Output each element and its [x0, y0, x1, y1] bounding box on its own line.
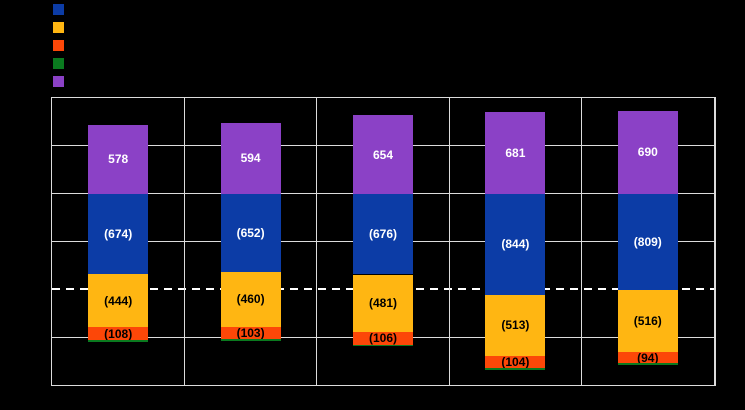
- bar-value-label: (444): [104, 293, 133, 308]
- legend-series-orange-swatch-icon: [53, 40, 64, 51]
- legend-series-purple-swatch-icon: [53, 76, 64, 87]
- category-separator-line: [448, 98, 450, 385]
- bar-value-label: (481): [368, 296, 397, 311]
- bar-segment-orange: (94): [617, 350, 678, 365]
- bar-segment-purple: 578: [88, 124, 149, 194]
- bar-value-label: (103): [236, 325, 265, 340]
- bar-segment-amber: (444): [88, 274, 149, 328]
- bar-value-label: (809): [633, 235, 662, 250]
- bar-value-label: 594: [240, 151, 261, 166]
- bar-value-label: 690: [637, 145, 658, 160]
- bar-value-label: 681: [505, 145, 526, 160]
- bar-value-label: (106): [368, 331, 397, 346]
- bar-segment-amber: (513): [485, 294, 546, 356]
- legend-series-green-swatch-icon: [53, 58, 64, 69]
- bar-segment-orange: (103): [220, 325, 281, 340]
- bar-value-label: (94): [637, 350, 659, 365]
- legend-item: [53, 76, 70, 87]
- bar-segment-blue: (844): [485, 193, 546, 295]
- bar-segment-amber: (481): [353, 274, 413, 333]
- bar-segment-green: [617, 363, 678, 366]
- bar-segment-green: [353, 344, 413, 347]
- bar-segment-green: [485, 368, 546, 371]
- bar-group-5: 690 (809) (516) (94): [617, 98, 678, 385]
- legend-item: [53, 4, 70, 15]
- bar-value-label: (676): [368, 227, 397, 242]
- bar-segment-orange: (106): [353, 332, 413, 345]
- plot-area: 578 (674) (444) (108) 594 (652) (460) (103) 654 (…: [51, 97, 716, 386]
- bar-segment-amber: (516): [617, 290, 678, 353]
- bar-segment-green: [88, 340, 149, 343]
- bar-value-label: 654: [372, 147, 394, 162]
- bar-segment-purple: 654: [353, 115, 413, 194]
- bar-segment-purple: 690: [617, 111, 678, 194]
- bar-segment-amber: (460): [220, 271, 281, 327]
- bar-value-label: (516): [633, 314, 662, 329]
- legend-series-blue-swatch-icon: [53, 4, 64, 15]
- bar-segment-blue: (674): [88, 193, 149, 275]
- bar-segment-blue: (809): [617, 193, 678, 291]
- bar-value-label: (513): [501, 318, 530, 333]
- legend-item: [53, 58, 70, 69]
- legend: [53, 4, 70, 87]
- category-separator-line: [316, 98, 318, 385]
- bar-segment-blue: (652): [220, 193, 281, 272]
- bar-group-2: 594 (652) (460) (103): [220, 98, 281, 385]
- bar-segment-orange: (108): [88, 326, 149, 341]
- bar-segment-green: [220, 338, 281, 341]
- bar-value-label: (104): [501, 355, 530, 370]
- category-separator-line: [183, 98, 185, 385]
- bar-value-label: (844): [501, 237, 530, 252]
- bar-segment-orange: (104): [485, 355, 546, 370]
- bar-segment-purple: 681: [485, 112, 546, 194]
- bar-value-label: (460): [236, 292, 265, 307]
- bar-segment-purple: 594: [220, 122, 281, 194]
- bar-group-4: 681 (844) (513) (104): [485, 98, 546, 385]
- legend-item: [53, 22, 70, 33]
- bar-value-label: (108): [104, 326, 133, 341]
- bar-value-label: 578: [108, 152, 129, 167]
- bar-value-label: (652): [236, 225, 265, 240]
- bar-segment-blue: (676): [353, 193, 413, 275]
- bar-value-label: (674): [104, 226, 133, 241]
- category-separator-line: [581, 98, 583, 385]
- legend-series-amber-swatch-icon: [53, 22, 64, 33]
- bar-group-3: 654 (676) (481) (106): [353, 98, 413, 385]
- bar-group-1: 578 (674) (444) (108): [88, 98, 149, 385]
- legend-item: [53, 40, 70, 51]
